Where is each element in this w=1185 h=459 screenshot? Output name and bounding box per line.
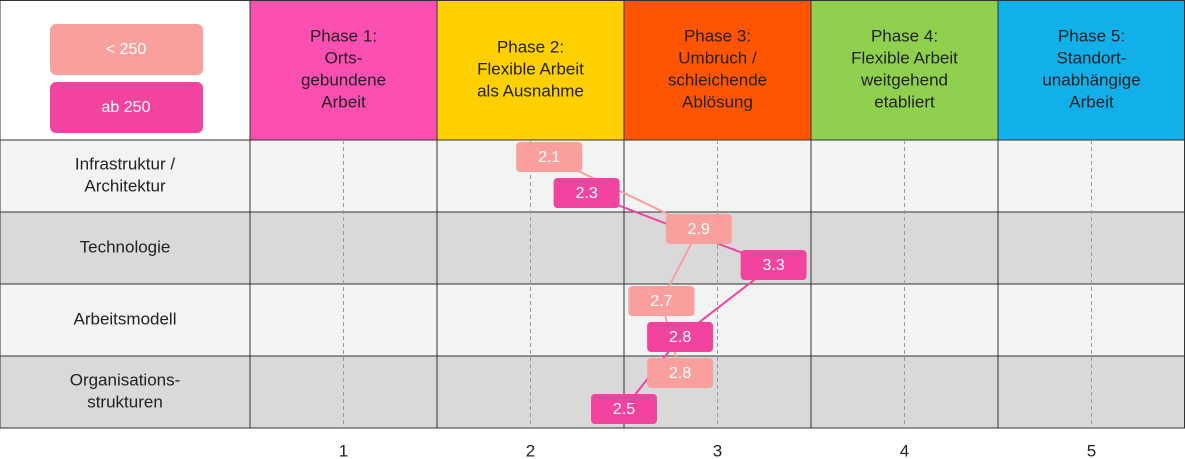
phase-title: etabliert [874, 92, 935, 111]
phase-title: Standort- [1057, 48, 1127, 67]
x-tick-label: 1 [339, 441, 348, 459]
phase-title: Flexible Arbeit [477, 59, 584, 78]
phase-title: Flexible Arbeit [851, 48, 958, 67]
row-label: Arbeitsmodell [74, 309, 177, 328]
legend-label: < 250 [106, 41, 147, 58]
point-box [628, 286, 695, 316]
phase-title: Orts- [325, 48, 363, 67]
data-label: 2.1 [538, 149, 560, 166]
phase-title: unabhängige [1042, 70, 1140, 89]
x-tick-label: 5 [1087, 441, 1096, 459]
row-label: Organisations- [70, 370, 181, 389]
legend-swatch [50, 82, 203, 133]
row-bg [0, 284, 1185, 356]
data-label: 2.9 [688, 221, 710, 238]
phase-title: Phase 1: [310, 26, 377, 45]
point-box [516, 142, 583, 172]
row-label: Technologie [80, 237, 171, 256]
data-label: 2.5 [613, 401, 635, 418]
point-box [591, 394, 657, 424]
phase-header [811, 0, 998, 140]
x-tick-label: 4 [900, 441, 909, 459]
phase-title: Umbruch / [678, 48, 757, 67]
phase-header [250, 0, 437, 140]
phase-title: gebundene [301, 70, 386, 89]
point-box [647, 358, 714, 388]
phase-title: Phase 4: [871, 26, 938, 45]
data-label: 3.3 [762, 257, 784, 274]
data-label: 2.7 [650, 293, 672, 310]
x-tick-label: 2 [526, 441, 535, 459]
data-label: 2.3 [575, 185, 597, 202]
phase-title: als Ausnahme [477, 81, 584, 100]
point-box [665, 214, 732, 244]
data-label: 2.8 [669, 329, 691, 346]
phase-header [624, 0, 811, 140]
point-box [647, 322, 714, 352]
legend-swatch [50, 24, 203, 75]
phase-title: Phase 2: [497, 37, 564, 56]
row-label: Architektur [84, 176, 166, 195]
phase-title: Ablösung [682, 92, 753, 111]
phase-title: weitgehend [860, 70, 948, 89]
phase-title: Arbeit [321, 92, 366, 111]
row-bg [0, 212, 1185, 284]
phase-title: Phase 5: [1058, 26, 1125, 45]
phase-title: Phase 3: [684, 26, 751, 45]
phase-title: Arbeit [1069, 92, 1114, 111]
phase-header [437, 0, 624, 140]
point-box [553, 178, 620, 208]
legend-label: ab 250 [102, 99, 151, 116]
point-box [740, 250, 807, 280]
phase-title: schleichende [668, 70, 767, 89]
x-tick-label: 3 [713, 441, 722, 459]
row-label: strukturen [87, 392, 163, 411]
data-label: 2.8 [669, 365, 691, 382]
phase-header [998, 0, 1185, 140]
row-label: Infrastruktur / [75, 154, 175, 173]
